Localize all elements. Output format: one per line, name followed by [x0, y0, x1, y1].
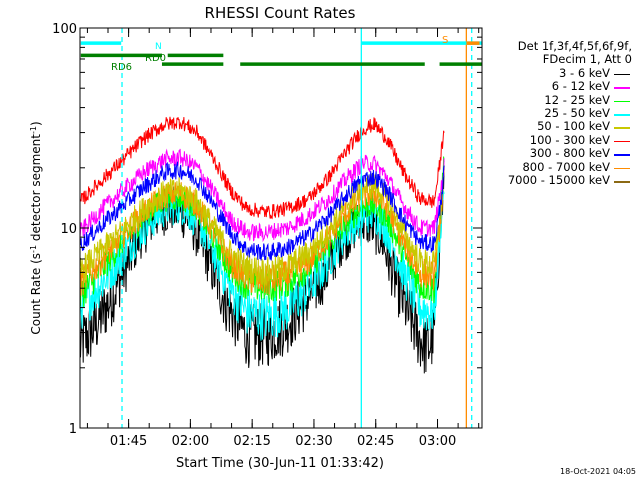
series-line [80, 169, 445, 287]
x-tick-label: 02:15 [233, 434, 270, 449]
series-line [79, 116, 445, 220]
legend-item: 6 - 12 keV [486, 79, 632, 94]
legend-item-label: 7000 - 15000 keV [507, 172, 610, 187]
legend-item-label: 12 - 25 keV [544, 92, 610, 107]
x-tick-label: 02:45 [357, 434, 394, 449]
x-tick-label: 01:45 [110, 434, 147, 449]
legend-item-label: 6 - 12 keV [551, 79, 610, 94]
legend-item: 12 - 25 keV [486, 92, 632, 107]
legend-item: 25 - 50 keV [486, 105, 632, 120]
legend-item: 100 - 300 keV [486, 132, 632, 147]
legend-swatch [614, 180, 630, 183]
x-tick-label: 02:30 [295, 434, 332, 449]
x-tick-label: 03:00 [419, 434, 456, 449]
legend-item: 300 - 800 keV [486, 146, 632, 161]
legend-swatch [614, 154, 630, 156]
legend-item-label: 100 - 300 keV [529, 132, 610, 147]
generation-timestamp: 18-Oct-2021 04:05 [560, 467, 636, 476]
legend-header-line-1: Det 1f,3f,4f,5f,6f,9f, [517, 39, 632, 53]
legend: Det 1f,3f,4f,5f,6f,9f, FDecim 1, Att 0 3… [486, 39, 632, 187]
legend-item-label: 25 - 50 keV [544, 105, 610, 120]
legend-swatch [614, 140, 630, 143]
y-tick-label: 10 [60, 222, 77, 237]
legend-item: 50 - 100 keV [486, 119, 632, 134]
chart-title: RHESSI Count Rates [205, 4, 356, 22]
y-tick-label: 1 [69, 422, 77, 437]
legend-swatch [614, 100, 630, 103]
legend-swatch [614, 87, 630, 89]
legend-swatch [614, 127, 630, 129]
legend-item-label: 300 - 800 keV [529, 146, 610, 161]
legend-header-line-2: FDecim 1, Att 0 [542, 52, 632, 67]
series-line [79, 161, 445, 261]
y-axis-label: Count Rate (s-1 detector segment-1) [29, 121, 44, 334]
series-line [79, 148, 445, 243]
legend-item-label: 800 - 7000 keV [522, 159, 610, 174]
status-label-rd6: RD6 [111, 62, 132, 73]
status-label-s: S [442, 35, 448, 46]
legend-swatch [614, 113, 630, 116]
legend-item: 3 - 6 keV [486, 65, 632, 80]
x-axis-label: Start Time (30-Jun-11 01:33:42) [176, 456, 384, 471]
x-tick-label: 02:00 [172, 434, 209, 449]
y-tick-label: 100 [52, 22, 77, 37]
status-label-rd0: RD0 [145, 53, 166, 64]
legend-swatch [614, 73, 630, 76]
legend-swatch [614, 167, 630, 170]
legend-item-label: 50 - 100 keV [537, 119, 610, 134]
status-label-n: N [155, 42, 162, 52]
series-line [79, 189, 445, 341]
legend-item: 7000 - 15000 keV [486, 172, 632, 187]
legend-item-label: 3 - 6 keV [559, 65, 610, 80]
legend-item: 800 - 7000 keV [486, 159, 632, 174]
